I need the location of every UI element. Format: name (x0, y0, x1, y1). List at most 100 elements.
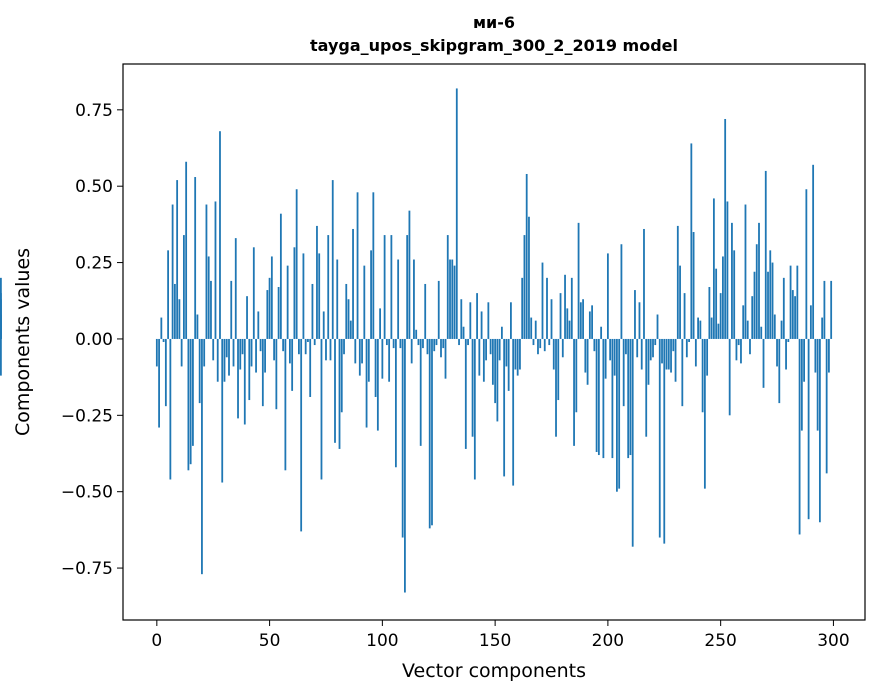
bar (649, 338, 652, 361)
bar (825, 338, 828, 474)
bar (622, 338, 625, 407)
bar (782, 277, 785, 339)
bar (392, 338, 395, 349)
bar (706, 338, 709, 376)
bar (406, 235, 409, 339)
bar (631, 338, 634, 547)
bar (376, 338, 379, 431)
bar (397, 259, 400, 339)
bar (634, 290, 636, 339)
bar (178, 299, 181, 339)
y-axis-label: Components values (12, 248, 34, 436)
bar (505, 338, 508, 367)
bar (830, 280, 833, 339)
bar (458, 338, 460, 346)
bar (582, 299, 584, 339)
bar (616, 338, 618, 492)
bar (428, 338, 431, 529)
bar (823, 280, 826, 339)
bar (257, 311, 260, 339)
bar (510, 302, 512, 339)
bar (744, 204, 747, 339)
bar (442, 338, 445, 349)
bar (365, 338, 368, 428)
bar (629, 338, 632, 456)
bar (625, 338, 627, 355)
bar (261, 338, 264, 407)
bar (446, 235, 449, 339)
bar (424, 283, 427, 339)
y-tick-label: −0.25 (61, 406, 113, 426)
bar (593, 338, 596, 352)
bar (546, 277, 548, 339)
bar (219, 131, 221, 339)
bar (503, 338, 506, 477)
bar (760, 326, 763, 339)
bar (275, 338, 278, 410)
bar (636, 338, 639, 358)
bar (273, 338, 275, 361)
bar (164, 338, 167, 407)
bar (521, 277, 524, 339)
bar (221, 338, 224, 483)
bar (268, 277, 271, 339)
plot-frame (122, 63, 866, 621)
bar (410, 338, 413, 364)
bar (791, 290, 794, 339)
bar (437, 280, 440, 339)
bar (241, 338, 244, 355)
bars-group (0, 88, 833, 593)
bar (266, 290, 269, 339)
bar (658, 338, 661, 538)
bar (530, 317, 533, 339)
bar (796, 265, 799, 339)
bar (758, 222, 760, 339)
bar (232, 338, 235, 367)
bar (539, 338, 542, 349)
bar (214, 201, 217, 339)
bar (618, 338, 621, 489)
bar (494, 338, 497, 404)
bar (187, 338, 190, 471)
bar (764, 170, 767, 339)
bar (372, 192, 375, 339)
bar (715, 268, 718, 339)
bar (167, 250, 169, 339)
x-tick-label: 50 (259, 631, 281, 651)
bar (703, 338, 706, 489)
bar (473, 338, 476, 480)
bar (304, 338, 307, 355)
bar (349, 320, 352, 339)
bar (532, 338, 535, 346)
bar (789, 265, 792, 339)
bar (336, 259, 339, 339)
bar (404, 338, 406, 593)
bar (201, 338, 203, 575)
bar (160, 317, 163, 339)
bar (762, 338, 765, 388)
bar (755, 244, 758, 339)
bar (812, 164, 815, 339)
bar (196, 314, 199, 339)
bar (451, 259, 454, 339)
bar (541, 262, 544, 339)
bar (498, 338, 501, 361)
bar (688, 338, 690, 342)
bar (471, 338, 474, 437)
bar (647, 338, 650, 385)
bar (192, 338, 194, 446)
bar (237, 338, 239, 419)
y-tick-label: 0.50 (75, 177, 113, 197)
bar (347, 299, 350, 339)
bar (638, 302, 641, 339)
bar (203, 338, 206, 367)
bar (685, 338, 688, 358)
bar (570, 277, 573, 339)
bar (663, 338, 666, 544)
bar (173, 283, 176, 339)
bar (370, 250, 372, 339)
bar (435, 338, 438, 346)
chart-title-line1: ми-6 (473, 13, 515, 32)
bar (485, 338, 487, 361)
